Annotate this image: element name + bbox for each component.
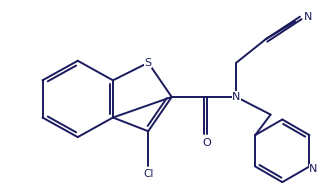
- Text: O: O: [203, 138, 211, 148]
- Text: S: S: [145, 58, 152, 68]
- Text: Cl: Cl: [143, 169, 153, 179]
- Text: N: N: [232, 92, 240, 102]
- Text: N: N: [309, 164, 318, 174]
- Text: N: N: [304, 12, 312, 22]
